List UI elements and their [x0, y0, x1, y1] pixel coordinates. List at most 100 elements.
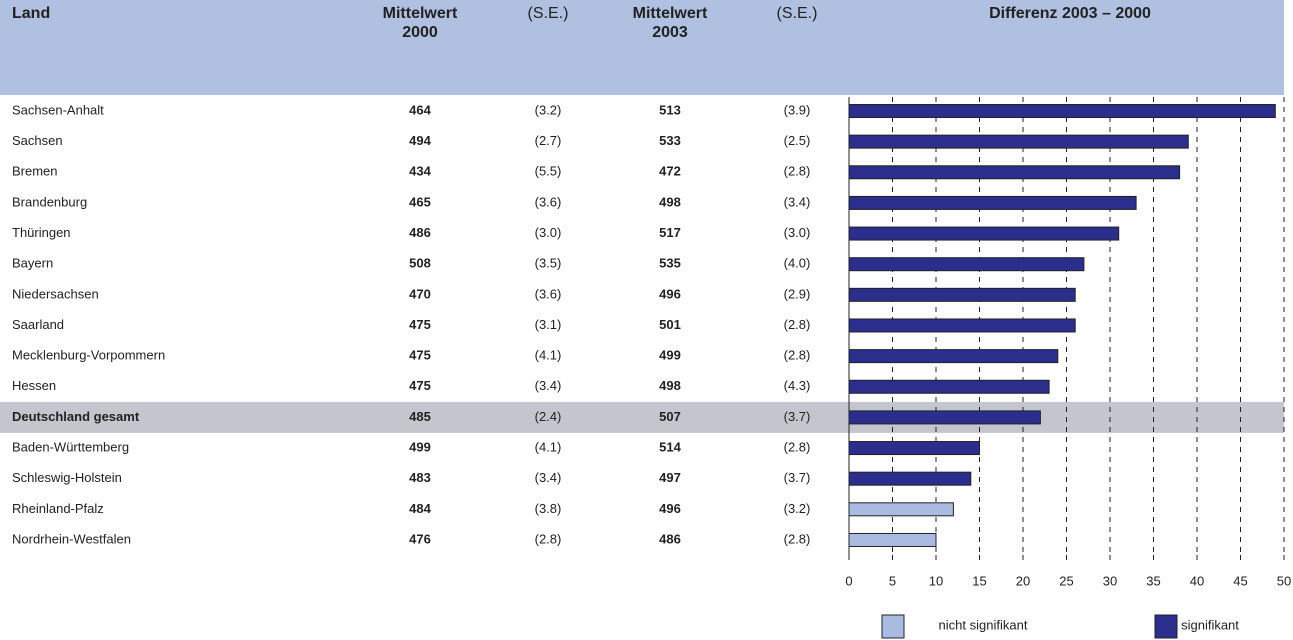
x-tick-label: 10	[929, 573, 943, 588]
cell: (2.8)	[535, 531, 562, 546]
legend-swatch	[881, 614, 905, 639]
cell: Sachsen-Anhalt	[12, 102, 104, 117]
cell: 472	[659, 164, 681, 179]
cell: (2.8)	[784, 531, 811, 546]
legend-label: signifikant	[1181, 617, 1239, 632]
cell: (2.8)	[784, 439, 811, 454]
cell: (3.6)	[535, 286, 562, 301]
column-header: Land	[12, 5, 50, 22]
cell: (3.1)	[535, 317, 562, 332]
cell: 475	[409, 348, 431, 363]
cell: (3.2)	[535, 102, 562, 117]
cell: 499	[659, 348, 681, 363]
cell: 533	[659, 133, 681, 148]
x-tick-label: 25	[1059, 573, 1073, 588]
cell: 507	[659, 409, 681, 424]
cell: Rheinland-Pfalz	[12, 501, 104, 516]
cell: Brandenburg	[12, 194, 87, 209]
bar	[848, 502, 954, 517]
cell: (5.5)	[535, 164, 562, 179]
cell: 475	[409, 378, 431, 393]
cell: 508	[409, 256, 431, 271]
cell: (3.0)	[535, 225, 562, 240]
cell: 475	[409, 317, 431, 332]
bar	[848, 165, 1181, 180]
cell: 486	[659, 531, 681, 546]
bar	[848, 134, 1189, 149]
cell: (4.3)	[784, 378, 811, 393]
bar	[848, 441, 980, 456]
x-tick-label: 5	[889, 573, 896, 588]
cell: (2.5)	[784, 133, 811, 148]
column-header: Mittelwert 2000	[383, 5, 458, 41]
cell: (2.4)	[535, 409, 562, 424]
cell: (3.8)	[535, 501, 562, 516]
cell: Bayern	[12, 256, 53, 271]
cell: 464	[409, 102, 431, 117]
cell: (3.0)	[784, 225, 811, 240]
chart-title: Differenz 2003 – 2000	[989, 5, 1151, 22]
cell: (3.7)	[784, 470, 811, 485]
cell: 517	[659, 225, 681, 240]
cell: 485	[409, 409, 431, 424]
x-tick-label: 20	[1016, 573, 1030, 588]
x-tick-label: 50	[1277, 573, 1291, 588]
cell: Deutschland gesamt	[12, 409, 140, 424]
cell: (3.6)	[535, 194, 562, 209]
cell: 496	[659, 501, 681, 516]
cell: Bremen	[12, 164, 58, 179]
cell: Niedersachsen	[12, 286, 99, 301]
cell: (3.9)	[784, 102, 811, 117]
cell: (3.5)	[535, 256, 562, 271]
cell: (4.1)	[535, 439, 562, 454]
cell: Saarland	[12, 317, 64, 332]
cell: (2.8)	[784, 164, 811, 179]
cell: 486	[409, 225, 431, 240]
bar	[848, 104, 1276, 118]
cell: 470	[409, 286, 431, 301]
cell: (3.7)	[784, 409, 811, 424]
x-tick-label: 35	[1146, 573, 1160, 588]
x-tick-label: 15	[972, 573, 986, 588]
cell: 496	[659, 286, 681, 301]
cell: Schleswig-Holstein	[12, 470, 122, 485]
bar	[848, 287, 1076, 302]
cell: (3.4)	[535, 378, 562, 393]
cell: 494	[409, 133, 431, 148]
cell: 498	[659, 194, 681, 209]
cell: Sachsen	[12, 133, 63, 148]
cell: 434	[409, 164, 431, 179]
column-header: Mittelwert 2003	[633, 5, 708, 41]
legend-label: nicht signifikant	[939, 617, 1028, 632]
x-tick-label: 40	[1190, 573, 1204, 588]
bar	[848, 349, 1059, 364]
cell: 535	[659, 256, 681, 271]
cell: 465	[409, 194, 431, 209]
cell: Baden-Württemberg	[12, 439, 129, 454]
x-tick-label: 30	[1103, 573, 1117, 588]
x-tick-label: 45	[1233, 573, 1247, 588]
cell: (2.8)	[784, 348, 811, 363]
highlight-row	[0, 401, 1284, 433]
cell: (3.2)	[784, 501, 811, 516]
cell: 501	[659, 317, 681, 332]
bar	[848, 532, 937, 547]
bar	[848, 471, 972, 486]
column-header: (S.E.)	[777, 5, 818, 22]
cell: 513	[659, 102, 681, 117]
cell: (3.4)	[784, 194, 811, 209]
cell: Nordrhein-Westfalen	[12, 531, 131, 546]
cell: (4.1)	[535, 348, 562, 363]
x-tick-label: 0	[845, 573, 852, 588]
bar	[848, 226, 1120, 241]
cell: (2.9)	[784, 286, 811, 301]
bar	[848, 379, 1050, 394]
bar	[848, 195, 1137, 210]
cell: 514	[659, 439, 681, 454]
cell: 484	[409, 501, 431, 516]
cell: 483	[409, 470, 431, 485]
cell: Mecklenburg-Vorpommern	[12, 348, 165, 363]
cell: (3.4)	[535, 470, 562, 485]
cell: (2.7)	[535, 133, 562, 148]
